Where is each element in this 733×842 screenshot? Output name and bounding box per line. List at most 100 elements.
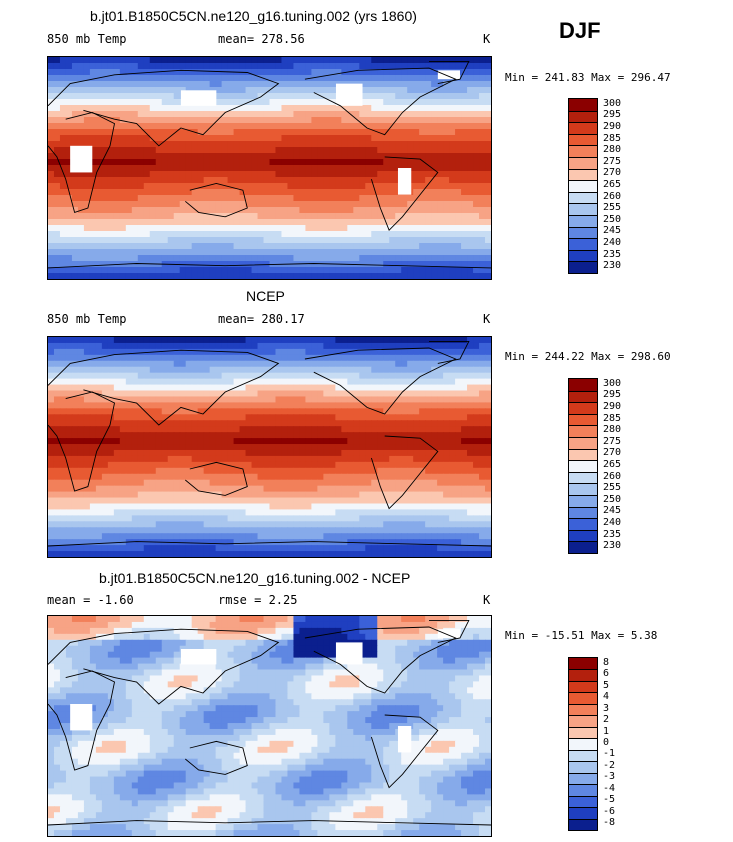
colorbar-swatch (569, 772, 597, 785)
colorbar-swatch (569, 460, 597, 472)
colorbar-swatch (569, 692, 597, 704)
panel2-title: NCEP (246, 288, 285, 304)
colorbar-swatch (569, 203, 597, 215)
colorbar-label: 260 (603, 470, 622, 482)
panel3-mean: mean = -1.60 (47, 593, 134, 607)
panel3-colorbar-labels: 8 6 5 4 3 2 1 0 -1 -2 -3 -4 -5 -6 -8 (603, 657, 643, 829)
panel2-minmax: Min = 244.22 Max = 298.60 (505, 350, 671, 363)
colorbar-swatch (569, 703, 597, 716)
colorbar-label: 300 (603, 377, 622, 389)
colorbar-label: 270 (603, 447, 622, 459)
panel1-minmax: Min = 241.83 Max = 296.47 (505, 71, 671, 84)
coastlines (48, 619, 491, 826)
colorbar-swatch (569, 715, 597, 727)
colorbar-swatch (569, 249, 597, 262)
missing-data-mask (70, 629, 460, 753)
colorbar-swatch (569, 191, 597, 204)
colorbar-label: 3 (603, 702, 610, 714)
panel1-map (47, 56, 492, 280)
colorbar-label: 250 (603, 213, 622, 225)
colorbar-label: 6 (603, 668, 610, 680)
colorbar-swatch (569, 807, 597, 819)
colorbar-swatch (569, 437, 597, 449)
panel3-rmse: rmse = 2.25 (218, 593, 298, 607)
colorbar-swatch (569, 529, 597, 542)
panel3-title: b.jt01.B1850C5CN.ne120_g16.tuning.002 - … (99, 570, 411, 586)
colorbar-label: 250 (603, 493, 622, 505)
colorbar-swatch (569, 168, 597, 181)
colorbar-swatch (569, 784, 597, 796)
colorbar-label: 265 (603, 459, 622, 470)
colorbar-swatch (569, 471, 597, 484)
colorbar-label: 290 (603, 401, 622, 412)
colorbar-swatch (569, 215, 597, 227)
colorbar-swatch (569, 761, 597, 773)
colorbar-label: 245 (603, 505, 622, 517)
panel2-mean: mean= 280.17 (218, 312, 305, 326)
colorbar-swatch (569, 738, 597, 750)
colorbar-label: -1 (603, 748, 616, 760)
colorbar-label: -5 (603, 794, 616, 806)
colorbar-label: 255 (603, 482, 622, 494)
colorbar-swatch (569, 122, 597, 134)
panel1-colorbar-labels: 300 295 290 285 280 275 270 265 260 255 250 245 240 2… (603, 98, 643, 272)
colorbar-swatch (569, 180, 597, 192)
colorbar-swatch (569, 413, 597, 426)
panel2-colorbar (568, 378, 598, 554)
colorbar-swatch (569, 261, 597, 273)
panel2-units: K (483, 312, 491, 326)
colorbar-swatch (569, 226, 597, 239)
colorbar-label: -6 (603, 805, 616, 817)
panel3-minmax: Min = -15.51 Max = 5.38 (505, 629, 658, 642)
coastlines (48, 60, 491, 269)
colorbar-swatch (569, 425, 597, 437)
colorbar-swatch (569, 483, 597, 495)
colorbar-label: 235 (603, 528, 622, 540)
colorbar-label: 8 (603, 656, 610, 668)
colorbar-swatch (569, 518, 597, 530)
colorbar-swatch (569, 795, 597, 808)
colorbar-label: 275 (603, 435, 622, 447)
panel2-colorbar-labels: 300 295 290 285 280 275 270 265 260 255 250 245 240 2… (603, 378, 643, 552)
colorbar-swatch (569, 99, 597, 111)
colorbar-label: -2 (603, 759, 616, 771)
panel3-colorbar (568, 657, 598, 831)
missing-data-mask (70, 70, 460, 195)
colorbar-label: 0 (603, 737, 610, 748)
colorbar-label: 255 (603, 202, 622, 214)
panel3-map (47, 615, 492, 837)
colorbar-label: 295 (603, 389, 622, 401)
colorbar-label: 2 (603, 714, 610, 726)
colorbar-swatch (569, 726, 597, 739)
colorbar-label: -8 (603, 817, 616, 829)
panel1-units: K (483, 32, 491, 46)
colorbar-label: -4 (603, 782, 616, 794)
colorbar-label: 280 (603, 424, 622, 436)
colorbar-swatch (569, 658, 597, 670)
panel2-map (47, 336, 492, 558)
colorbar-label: 300 (603, 97, 622, 109)
colorbar-label: 275 (603, 155, 622, 167)
colorbar-label: 260 (603, 190, 622, 202)
season-label: DJF (559, 18, 601, 43)
field-cells (48, 616, 491, 836)
colorbar-label: 5 (603, 679, 610, 691)
colorbar-swatch (569, 669, 597, 681)
colorbar-swatch (569, 379, 597, 391)
coastlines (48, 340, 491, 547)
colorbar-label: 230 (603, 260, 622, 272)
colorbar-swatch (569, 402, 597, 414)
colorbar-label: 245 (603, 225, 622, 237)
colorbar-label: 235 (603, 248, 622, 260)
colorbar-swatch (569, 145, 597, 157)
colorbar-label: 290 (603, 121, 622, 132)
colorbar-label: 240 (603, 517, 622, 528)
colorbar-swatch (569, 541, 597, 553)
colorbar-swatch (569, 133, 597, 146)
colorbar-label: 285 (603, 132, 622, 144)
colorbar-label: 230 (603, 540, 622, 552)
colorbar-swatch (569, 680, 597, 693)
colorbar-swatch (569, 495, 597, 507)
colorbar-swatch (569, 448, 597, 461)
panel3-units: K (483, 593, 491, 607)
